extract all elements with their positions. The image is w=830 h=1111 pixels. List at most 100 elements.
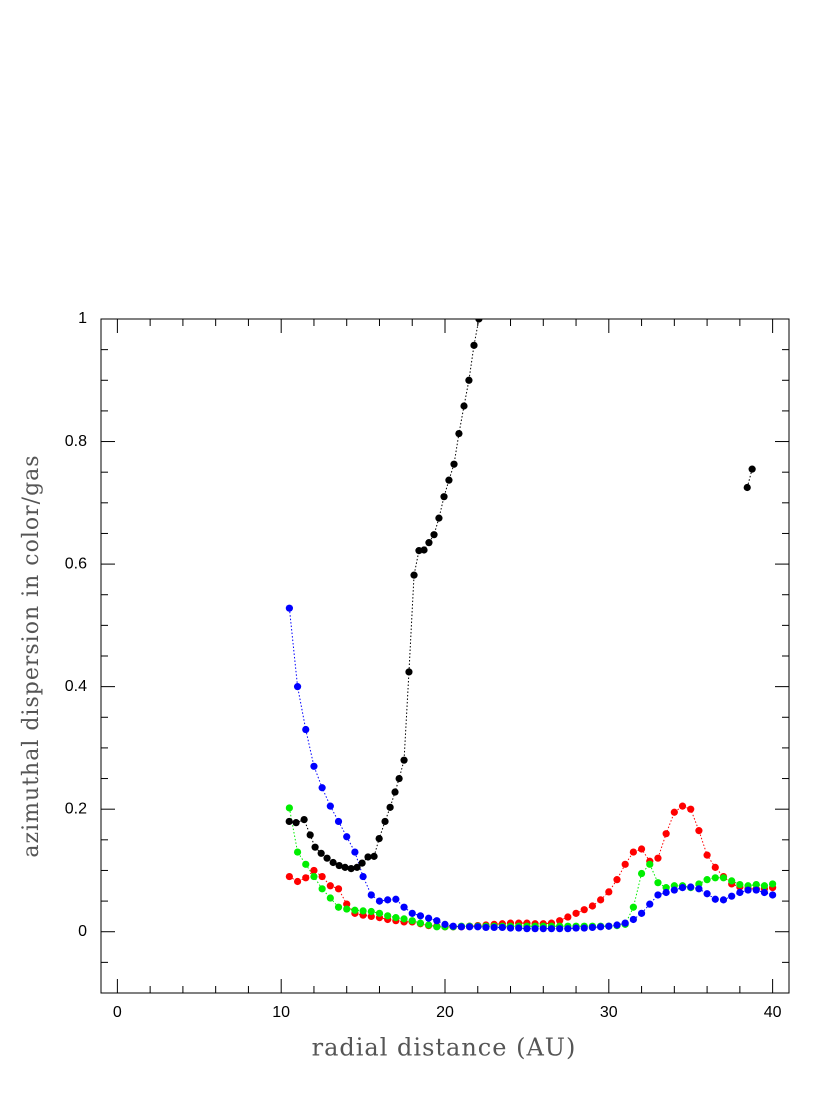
data-point	[743, 483, 751, 492]
data-point	[318, 784, 326, 792]
lines	[288, 319, 773, 930]
data-point	[293, 848, 302, 856]
data-point	[375, 897, 384, 905]
data-point	[408, 909, 416, 917]
data-point	[465, 923, 474, 931]
data-point	[359, 872, 367, 881]
plot-frame	[100, 318, 790, 994]
data-point	[711, 863, 719, 871]
data-point	[629, 848, 637, 856]
data-point	[302, 725, 310, 734]
data-point	[695, 827, 703, 835]
data-point	[687, 883, 695, 891]
data-point	[490, 923, 498, 932]
data-point	[302, 874, 310, 882]
data-point	[769, 891, 777, 899]
data-point	[646, 900, 654, 908]
data-point	[597, 923, 605, 931]
data-point	[353, 863, 361, 871]
data-point	[329, 858, 337, 867]
data-point	[285, 604, 293, 612]
data-point	[302, 860, 310, 868]
data-point	[364, 853, 372, 861]
data-point	[531, 925, 539, 933]
y-tick-label: 0.2	[65, 800, 87, 817]
x-axis-label: radial distance (AU)	[312, 1034, 577, 1062]
data-point	[588, 923, 597, 932]
data-point	[318, 885, 326, 893]
data-point	[416, 919, 425, 927]
data-point	[310, 872, 318, 881]
data-point	[515, 924, 523, 932]
data-point	[703, 851, 711, 859]
x-tick-label: 40	[764, 1004, 782, 1021]
data-point	[744, 886, 752, 894]
data-point	[736, 880, 744, 889]
data-point	[580, 924, 588, 932]
series-line	[288, 807, 773, 928]
data-point	[410, 571, 418, 579]
data-point	[457, 923, 465, 931]
data-point	[769, 880, 777, 888]
data-point	[317, 849, 325, 857]
data-point	[425, 914, 433, 922]
data-point	[310, 762, 318, 770]
data-point	[375, 834, 383, 843]
data-point	[556, 917, 564, 925]
x-tick-label: 20	[436, 1004, 454, 1021]
data-point	[711, 874, 719, 882]
data-point	[678, 884, 687, 892]
data-point	[420, 546, 428, 554]
x-tick-label: 30	[600, 1004, 618, 1021]
series-line	[289, 319, 753, 870]
data-point	[719, 874, 728, 882]
data-point	[334, 817, 343, 826]
data-point	[343, 905, 351, 913]
data-point	[430, 531, 438, 539]
points	[285, 319, 777, 933]
data-point	[306, 831, 314, 839]
data-point	[719, 896, 728, 904]
data-point	[597, 896, 605, 904]
data-point	[326, 882, 334, 890]
data-point	[341, 863, 349, 871]
data-point	[580, 906, 588, 914]
data-point	[395, 774, 403, 783]
data-point	[752, 880, 760, 889]
y-tick-label: 0	[78, 923, 87, 940]
data-point	[670, 808, 678, 816]
data-point	[445, 476, 453, 484]
data-point	[703, 876, 711, 884]
data-point	[613, 876, 621, 884]
data-point	[662, 888, 670, 897]
data-point	[425, 921, 433, 929]
data-point	[367, 891, 375, 899]
data-point	[506, 924, 515, 932]
data-point	[629, 903, 637, 911]
data-point	[637, 909, 646, 917]
data-point	[621, 860, 629, 868]
data-point	[386, 803, 394, 811]
data-point	[637, 869, 646, 878]
data-point	[654, 879, 662, 887]
data-point	[370, 852, 378, 860]
data-point	[588, 902, 597, 910]
data-point	[470, 341, 478, 349]
data-point	[351, 906, 359, 914]
data-point	[572, 924, 580, 932]
data-point	[375, 909, 384, 917]
data-point	[351, 848, 359, 856]
data-point	[547, 925, 556, 933]
data-point	[300, 815, 308, 824]
data-point	[613, 921, 621, 929]
data-point	[347, 865, 355, 873]
data-point	[311, 843, 319, 851]
data-point	[475, 319, 483, 323]
data-point	[760, 882, 769, 890]
data-point	[629, 915, 637, 924]
y-tick-label: 1	[78, 310, 87, 327]
data-point	[450, 460, 458, 468]
data-point	[400, 756, 408, 764]
data-point	[654, 891, 662, 899]
